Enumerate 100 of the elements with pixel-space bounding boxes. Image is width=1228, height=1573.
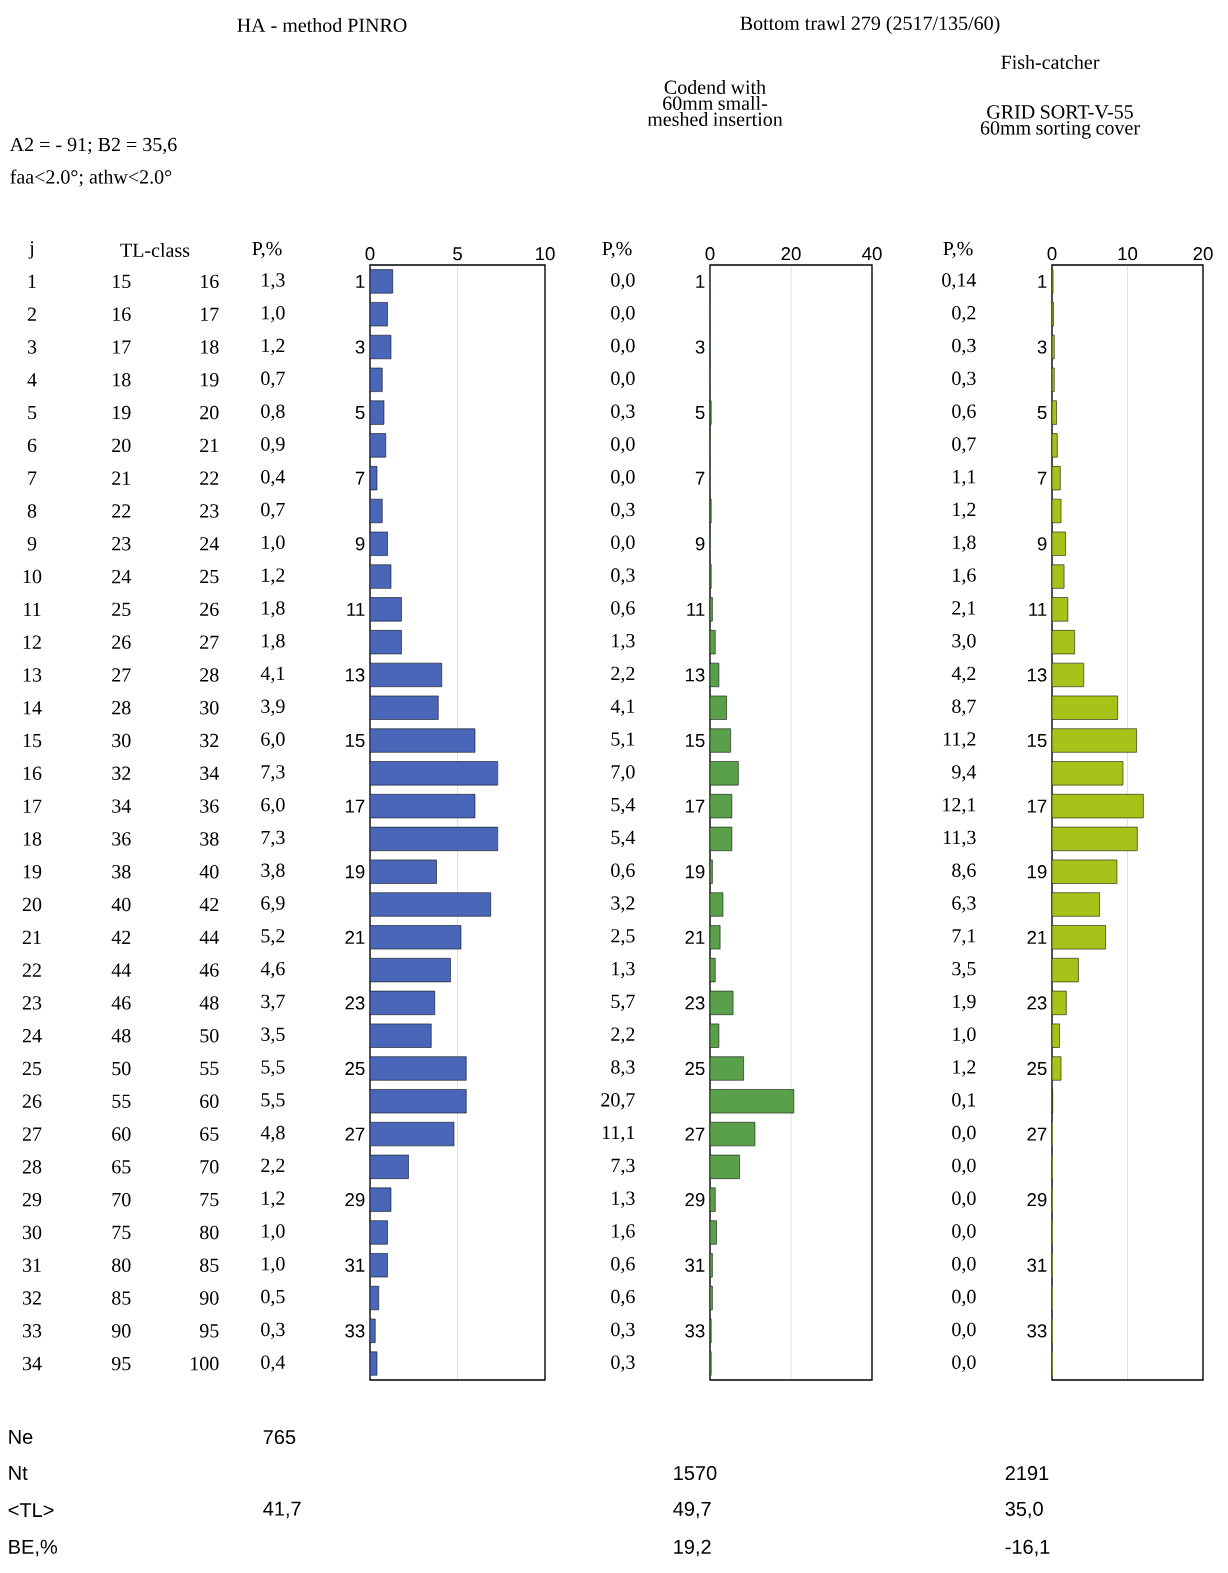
- text: 36: [112, 832, 131, 846]
- y-tick-label: 11: [347, 602, 365, 616]
- data-label: 0,6: [611, 1257, 635, 1274]
- data-label: 1,6: [953, 568, 976, 585]
- data-label: 8,6: [952, 863, 976, 880]
- text: 19: [23, 864, 42, 879]
- data-label: 3,9: [261, 699, 285, 716]
- data-label: 0,0: [611, 273, 635, 290]
- text: 2191: [1005, 1465, 1049, 1481]
- bar: [370, 1056, 467, 1081]
- data-label: 0,0: [952, 1125, 976, 1143]
- text: 28: [112, 700, 131, 715]
- data-label: 5,5: [261, 1093, 285, 1110]
- data-label: 0,8: [261, 404, 285, 421]
- bar: [370, 662, 443, 688]
- bar: [370, 1121, 455, 1147]
- data-label: 0,2: [952, 306, 976, 323]
- data-label: 0,0: [952, 1289, 976, 1307]
- data-label: 1,1: [953, 470, 976, 487]
- text: 26: [22, 1094, 42, 1108]
- data-label: 0,0: [611, 437, 635, 454]
- data-label: 0,3: [611, 1355, 635, 1372]
- text: <TL>: [8, 1503, 54, 1517]
- data-label: 6,9: [261, 896, 285, 913]
- text: 13: [23, 668, 42, 682]
- data-label: 1,9: [953, 994, 976, 1012]
- data-label: 0,4: [261, 1355, 286, 1372]
- text: P,%: [602, 241, 632, 259]
- text: 38: [112, 864, 131, 879]
- text: 2: [27, 307, 36, 321]
- text: 20: [112, 438, 131, 453]
- data-label: 0,6: [952, 404, 976, 421]
- text: 40: [111, 897, 131, 912]
- data-label: 0,9: [261, 437, 285, 454]
- text: 50: [112, 1061, 131, 1076]
- data-label: 0,1: [952, 1093, 976, 1110]
- data-label: 0,3: [611, 404, 635, 421]
- data-label: 7,3: [261, 765, 285, 782]
- data-label: 1,0: [262, 535, 285, 552]
- data-label: 11,2: [943, 732, 976, 749]
- text: 15: [113, 274, 131, 289]
- bar: [370, 925, 462, 950]
- data-label: 1,2: [953, 1060, 976, 1077]
- text: Nt: [9, 1466, 28, 1480]
- data-label: 1,2: [262, 568, 285, 585]
- data-label: 5,1: [611, 732, 635, 749]
- y-tick-label: 7: [695, 471, 705, 485]
- bar: [370, 695, 439, 720]
- data-label: 3,5: [261, 1027, 285, 1044]
- data-label: 6,0: [261, 732, 285, 749]
- text: 5: [28, 405, 37, 420]
- y-tick-label: 19: [345, 865, 365, 879]
- text: 20: [200, 405, 219, 420]
- data-label: 0,7: [261, 502, 285, 520]
- data-label: 0,3: [611, 568, 635, 585]
- text: BE,%: [9, 1539, 58, 1557]
- bar: [370, 761, 499, 786]
- y-tick-label: 31: [685, 1258, 705, 1272]
- data-label: 1,3: [612, 633, 635, 651]
- data-label: 5,5: [261, 1060, 285, 1077]
- data-label: 2,2: [261, 1158, 285, 1176]
- data-label: 3,7: [261, 994, 285, 1012]
- text: 65: [112, 1160, 131, 1174]
- text: 41,7: [263, 1501, 301, 1519]
- text: 11: [24, 602, 41, 616]
- data-label: 5,4: [611, 830, 636, 848]
- data-label: 3,8: [261, 863, 285, 880]
- y-tick-label: 13: [685, 668, 705, 682]
- text: 21: [22, 930, 41, 944]
- y-tick-label: 19: [685, 865, 705, 879]
- text: 24: [112, 569, 131, 584]
- data-label: 6,3: [952, 896, 976, 913]
- data-label: 1,3: [612, 961, 635, 979]
- data-label: 0,6: [611, 863, 635, 880]
- text: 33: [22, 1324, 42, 1338]
- data-label: 0,6: [611, 601, 635, 618]
- text: A2 = - 91; B2 = 35,6: [9, 137, 177, 155]
- data-label: 1,3: [262, 273, 285, 290]
- data-label: 1,2: [262, 1191, 285, 1208]
- text: 23: [22, 996, 42, 1010]
- text: 30: [22, 1225, 42, 1240]
- x-tick-label: 20: [781, 247, 801, 261]
- text: 46: [111, 996, 131, 1010]
- y-tick-label: 25: [685, 1061, 705, 1076]
- data-label: 1,0: [262, 1257, 285, 1274]
- data-label: 1,2: [262, 338, 285, 356]
- data-label: 11,3: [943, 830, 976, 848]
- text: P,%: [943, 241, 973, 259]
- data-label: 0,0: [952, 1355, 976, 1372]
- text: 27: [200, 635, 219, 649]
- text: 1570: [674, 1465, 717, 1481]
- text: 44: [111, 963, 131, 977]
- text: 42: [199, 897, 219, 912]
- chart-title: Fish-catcher: [1001, 54, 1100, 70]
- y-tick-label: 17: [685, 799, 705, 813]
- data-label: 2,2: [611, 1027, 635, 1044]
- text: 32: [112, 766, 131, 781]
- text: 24: [22, 1029, 42, 1043]
- text: 765: [263, 1429, 296, 1445]
- text: 65: [200, 1127, 219, 1141]
